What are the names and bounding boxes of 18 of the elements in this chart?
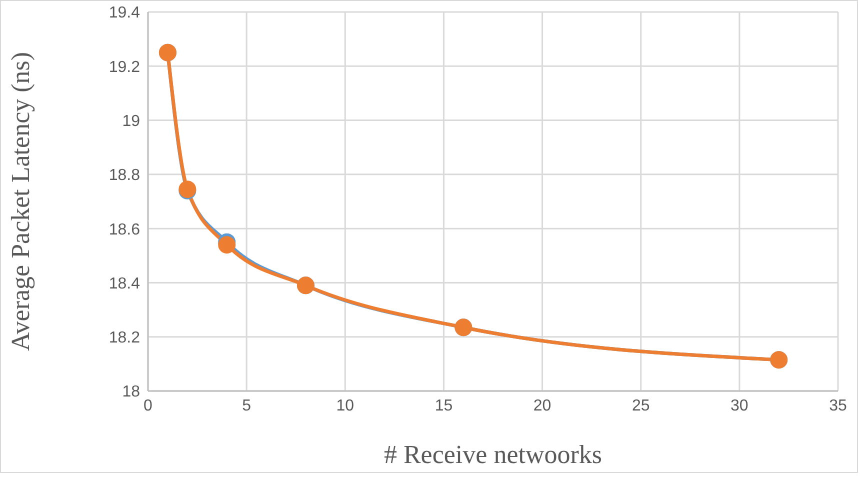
x-tick-label: 20: [533, 397, 552, 414]
y-tick-label: 18.8: [108, 167, 140, 184]
x-tick-label: 30: [730, 397, 748, 414]
x-tick-label: 0: [144, 397, 153, 414]
y-tick-label: 18: [122, 384, 140, 401]
x-axis-title: # Receive netwoorks: [384, 440, 602, 469]
y-tick-label: 18.4: [108, 275, 140, 292]
y-tick-label: 18.2: [108, 330, 140, 347]
x-tick-label: 35: [829, 397, 847, 414]
y-tick-label: 18.6: [108, 221, 140, 238]
x-tick-label: 10: [336, 397, 354, 414]
y-tick-label: 19.2: [108, 58, 140, 76]
x-tick-label: 15: [434, 397, 453, 414]
y-axis-title: Average Packet Latency (ns): [6, 52, 36, 352]
y-tick-label: 19: [122, 112, 140, 130]
x-tick-label: 25: [632, 397, 650, 414]
y-tick-label: 19.4: [108, 4, 140, 22]
x-tick-label: 5: [242, 397, 252, 414]
